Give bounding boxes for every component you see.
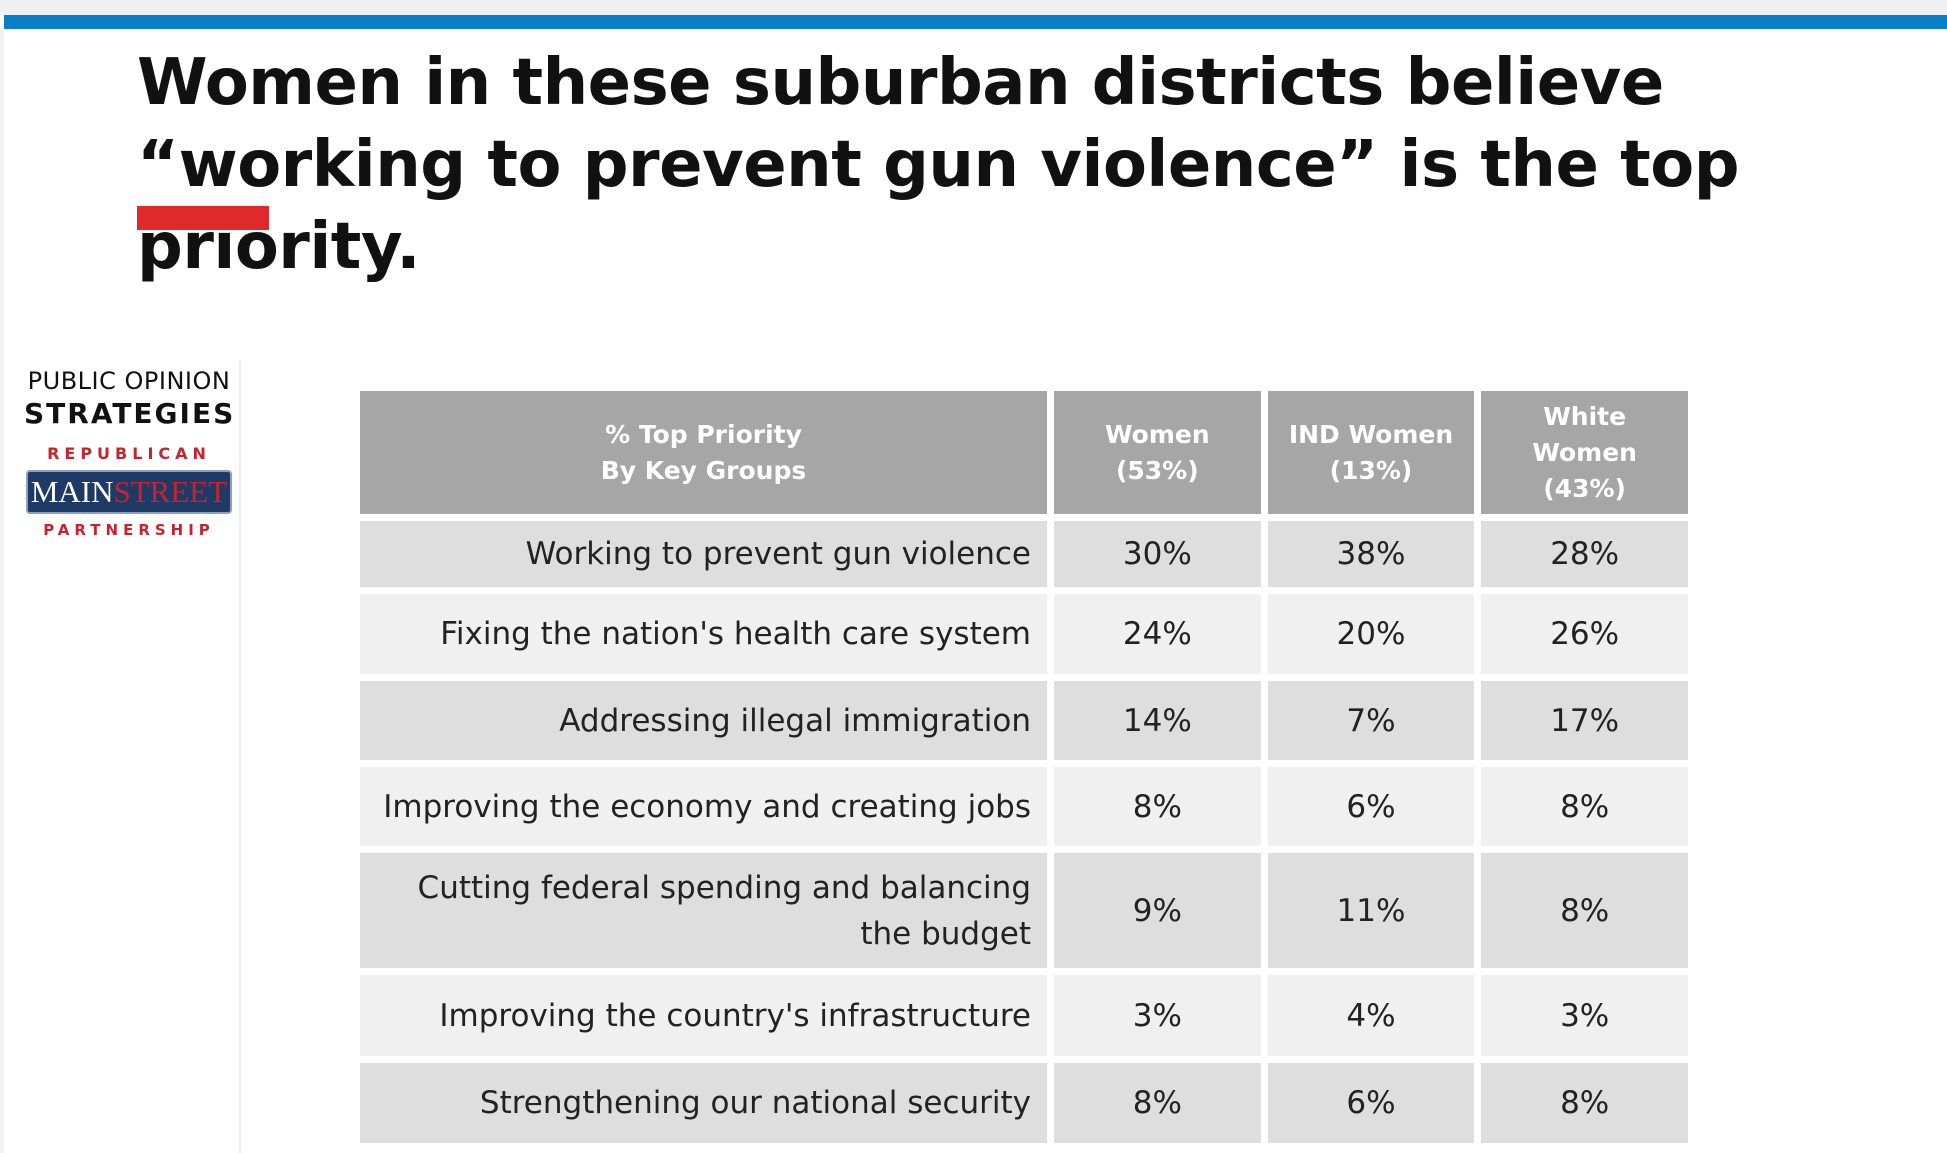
table-row: Improving the country's infrastructure 3… — [360, 975, 1688, 1056]
logo: PUBLIC OPINION STRATEGIES REPUBLICAN MAI… — [24, 366, 234, 540]
logo-text-street: STREET — [113, 474, 228, 509]
table-row: Strengthening our national security 8% 6… — [360, 1063, 1688, 1143]
cell-ind-women: 6% — [1267, 767, 1475, 846]
header-white-women-line3: (43%) — [1543, 473, 1626, 503]
header-white-women-line1: White — [1543, 401, 1627, 431]
header-women-line1: Women — [1104, 419, 1210, 449]
top-accent-bar — [4, 15, 1947, 29]
cell-women: 8% — [1054, 1063, 1261, 1143]
row-label: Strengthening our national security — [360, 1063, 1047, 1143]
cell-ind-women: 7% — [1267, 681, 1475, 760]
table-row: Cutting federal spending and balancing t… — [360, 853, 1688, 968]
row-label: Improving the economy and creating jobs — [360, 767, 1047, 846]
cell-women: 9% — [1054, 853, 1261, 968]
cell-ind-women: 4% — [1267, 975, 1475, 1056]
table-row: Working to prevent gun violence 30% 38% … — [360, 521, 1688, 587]
cell-ind-women: 6% — [1267, 1063, 1475, 1143]
cell-white-women: 3% — [1481, 975, 1688, 1056]
logo-text-public-opinion: PUBLIC OPINION — [27, 367, 231, 395]
header-women-line2: (53%) — [1115, 455, 1199, 485]
row-label: Addressing illegal immigration — [360, 681, 1047, 760]
cell-women: 24% — [1054, 594, 1261, 674]
top-strip — [0, 0, 1947, 15]
table-row: Fixing the nation's health care system 2… — [360, 594, 1688, 674]
header-priority-label: % Top Priority By Key Groups — [360, 391, 1047, 514]
cell-women: 14% — [1054, 681, 1261, 760]
slide-title: Women in these suburban districts believ… — [137, 46, 1740, 284]
cell-ind-women: 20% — [1267, 594, 1475, 674]
row-label: Cutting federal spending and balancing t… — [360, 853, 1047, 968]
header-label-line2: By Key Groups — [600, 455, 807, 485]
left-edge — [0, 29, 4, 1153]
cell-white-women: 8% — [1481, 853, 1688, 968]
cell-white-women: 26% — [1481, 594, 1688, 674]
cell-white-women: 8% — [1481, 767, 1688, 846]
header-label-line1: % Top Priority — [605, 419, 802, 449]
cell-women: 30% — [1054, 521, 1261, 587]
logo-text-republican: REPUBLICAN — [47, 444, 211, 463]
cell-white-women: 17% — [1481, 681, 1688, 760]
title-underline-accent — [137, 206, 269, 230]
header-ind-women-line1: IND Women — [1288, 419, 1454, 449]
cell-women: 8% — [1054, 767, 1261, 846]
logo-main-street-box: MAIN STREET — [26, 470, 232, 514]
cell-ind-women: 38% — [1267, 521, 1475, 587]
priority-table: % Top Priority By Key Groups Women (53%)… — [353, 384, 1695, 1150]
header-white-women: White Women (43%) — [1481, 391, 1688, 514]
row-label: Fixing the nation's health care system — [360, 594, 1047, 674]
logo-text-main: MAIN — [30, 474, 114, 509]
cell-ind-women: 11% — [1267, 853, 1475, 968]
table-row: Improving the economy and creating jobs … — [360, 767, 1688, 846]
table-header-row: % Top Priority By Key Groups Women (53%)… — [360, 391, 1688, 514]
cell-white-women: 28% — [1481, 521, 1688, 587]
logo-text-strategies: STRATEGIES — [24, 397, 236, 430]
row-label: Working to prevent gun violence — [360, 521, 1047, 587]
header-white-women-line2: Women — [1532, 437, 1637, 467]
header-ind-women: IND Women (13%) — [1267, 391, 1475, 514]
row-label: Improving the country's infrastructure — [360, 975, 1047, 1056]
header-ind-women-line2: (13%) — [1329, 455, 1413, 485]
table-row: Addressing illegal immigration 14% 7% 17… — [360, 681, 1688, 760]
logo-text-partnership: PARTNERSHIP — [43, 521, 215, 539]
logo-divider — [239, 360, 241, 1153]
cell-women: 3% — [1054, 975, 1261, 1056]
header-women: Women (53%) — [1054, 391, 1261, 514]
cell-white-women: 8% — [1481, 1063, 1688, 1143]
